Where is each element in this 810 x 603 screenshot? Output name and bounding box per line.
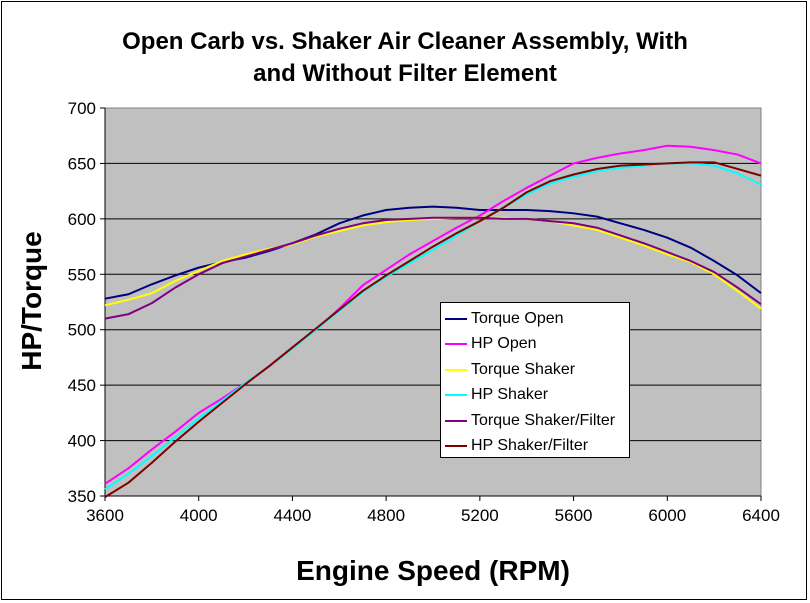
y-tick-label: 600 — [68, 210, 96, 229]
x-tick-label: 4800 — [367, 506, 405, 525]
chart-title-line-2: and Without Filter Element — [253, 60, 557, 87]
legend-swatch — [445, 368, 467, 371]
legend-label: HP Shaker — [471, 386, 549, 404]
chart-title-line-1: Open Carb vs. Shaker Air Cleaner Assembl… — [122, 28, 688, 55]
legend-item: HP Open — [445, 332, 629, 358]
series-line-torque-shaker — [104, 216, 762, 310]
y-tick-label: 650 — [68, 154, 96, 173]
y-tick-label: 350 — [68, 487, 96, 506]
legend-item: Torque Open — [445, 306, 629, 332]
x-tick-label: 5600 — [555, 506, 593, 525]
legend-swatch — [445, 445, 467, 448]
legend-item: HP Shaker — [445, 383, 629, 409]
x-axis-label: Engine Speed (RPM) — [296, 555, 570, 586]
y-tick-label: 450 — [68, 376, 96, 395]
plot-background — [104, 107, 762, 497]
x-tick-label: 3600 — [86, 506, 124, 525]
x-tick-label: 6000 — [648, 506, 686, 525]
x-tick-label: 4000 — [180, 506, 218, 525]
legend-label: Torque Open — [471, 309, 564, 327]
legend-swatch — [445, 394, 467, 397]
y-tick-label: 400 — [68, 432, 96, 451]
legend: Torque Open HP Open Torque Shaker HP Shaker… — [440, 302, 630, 458]
x-tick-label: 6400 — [742, 506, 780, 525]
legend-label: HP Open — [471, 335, 537, 353]
legend-swatch — [445, 419, 467, 422]
legend-item: HP Shaker/Filter — [445, 434, 629, 460]
y-tick-label: 550 — [68, 265, 96, 284]
series-line-torque-shaker-filter — [104, 216, 762, 320]
legend-item: Torque Shaker/Filter — [445, 408, 629, 434]
x-tick-label: 4400 — [274, 506, 312, 525]
x-tick-label: 5200 — [461, 506, 499, 525]
legend-label: HP Shaker/Filter — [471, 437, 589, 455]
series-line-hp-open — [104, 144, 762, 485]
y-tick-label: 500 — [68, 321, 96, 340]
series-line-hp-shaker-filter — [104, 161, 762, 498]
y-tick-label: 700 — [68, 99, 96, 118]
legend-label: Torque Shaker/Filter — [471, 411, 616, 429]
legend-item: Torque Shaker — [445, 357, 629, 383]
legend-swatch — [445, 317, 467, 320]
legend-label: Torque Shaker — [471, 360, 576, 378]
legend-swatch — [445, 343, 467, 346]
